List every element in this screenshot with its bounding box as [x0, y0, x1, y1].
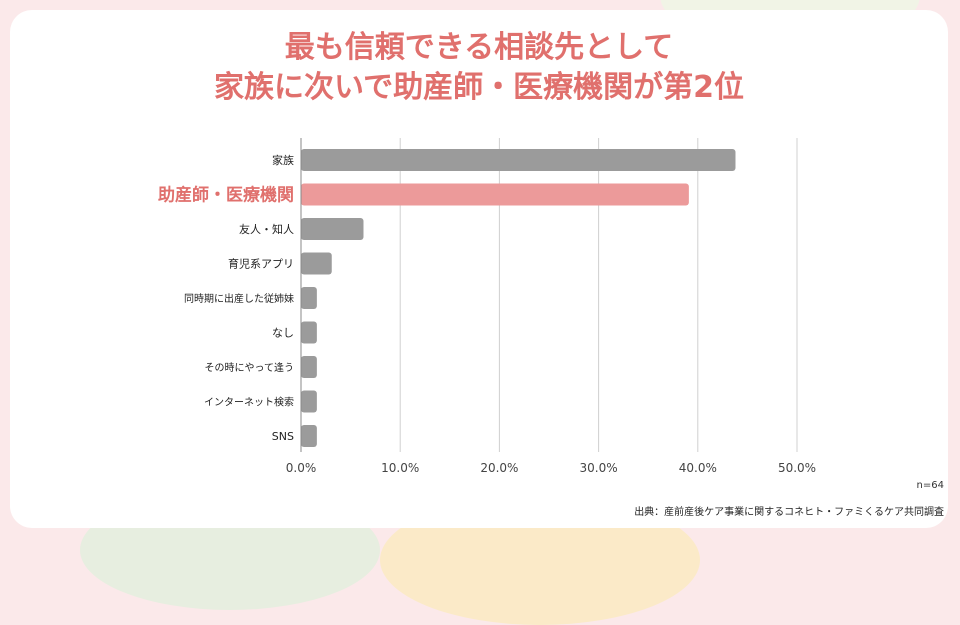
bar — [301, 321, 317, 344]
bar — [301, 149, 736, 171]
category-label: 友人・知人 — [239, 222, 294, 236]
x-tick-label: 0.0% — [286, 461, 317, 475]
slide-card: 最も信頼できる相談先として 家族に次いで助産師・医療機関が第2位 — [10, 10, 948, 528]
bar — [301, 390, 317, 413]
x-tick-label: 40.0% — [679, 461, 717, 475]
category-label: 家族 — [272, 153, 294, 167]
bar — [301, 287, 317, 309]
sample-size-note: n=64 — [916, 480, 944, 491]
category-label: その時にやって逢う — [205, 362, 295, 374]
bar-chart: 0.0% 10.0% 20.0% 30.0% 40.0% 50.0% 家族助産師・医療機関友… — [158, 138, 816, 475]
source-note: 出典：産前産後ケア事業に関するコネヒト・ファミくるケア共同調査 — [634, 507, 944, 518]
category-label: SNS — [272, 430, 294, 443]
chart-title-line-1: 最も信頼できる相談先として — [284, 30, 674, 65]
category-label-highlight: 助産師・医療機関 — [158, 185, 294, 206]
chart-title: 最も信頼できる相談先として 家族に次いで助産師・医療機関が第2位 — [10, 28, 948, 108]
category-label: 同時期に出産した従姉妹 — [184, 292, 294, 305]
bar — [301, 252, 332, 275]
x-tick-label: 10.0% — [381, 461, 419, 475]
category-label: なし — [272, 327, 294, 340]
bar — [301, 425, 317, 447]
bar-highlight — [301, 183, 689, 206]
category-label: インターネット検索 — [204, 396, 294, 409]
x-tick-label: 50.0% — [778, 461, 816, 475]
x-tick-label: 30.0% — [580, 461, 618, 475]
bar — [301, 356, 317, 378]
x-tick-label: 20.0% — [480, 461, 518, 475]
chart-title-line-2: 家族に次いで助産師・医療機関が第2位 — [214, 70, 744, 105]
bar — [301, 218, 364, 240]
category-label: 育児系アプリ — [228, 257, 294, 271]
